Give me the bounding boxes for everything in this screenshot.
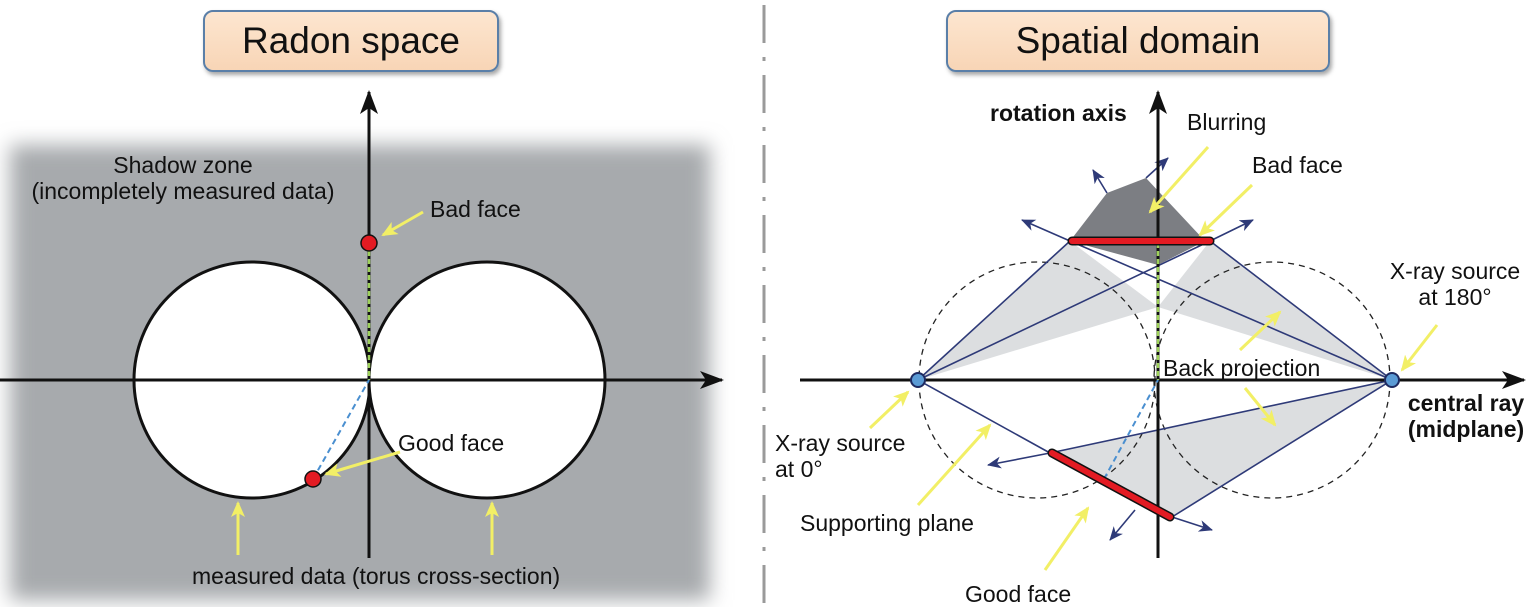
xray-source-180-dot: [1384, 372, 1400, 388]
spatial-domain-title-text: Spatial domain: [1015, 20, 1261, 61]
radon-space-panel: [0, 90, 724, 600]
spatial-domain-panel: [800, 90, 1526, 571]
shadow-zone-line1: Shadow zone: [113, 152, 253, 178]
rotation-axis-label: rotation axis: [990, 100, 1127, 126]
xray-0-line2: at 0°: [775, 456, 823, 483]
shadow-zone-line2: (incompletely measured data): [31, 178, 335, 205]
good-face-bar-fill: [1049, 450, 1173, 520]
yellow-callouts: [868, 146, 1439, 571]
bad-face-callout-arrow: [381, 210, 424, 237]
spatial-good-face-label: Good face: [965, 581, 1072, 607]
bad-face-projection-0: [918, 241, 1158, 380]
radon-space-title-text: Radon space: [241, 20, 461, 61]
spatial-bad-face-label: Bad face: [1252, 152, 1343, 178]
measured-data-label: measured data (torus cross-section): [192, 563, 561, 589]
radon-space-title: Radon space: [203, 10, 499, 72]
xray-180-label: X-ray source at 180°: [1380, 258, 1530, 311]
supporting-plane-label: Supporting plane: [800, 510, 974, 536]
xray-0-label: X-ray source at 0°: [775, 430, 905, 483]
back-projection-label: Back projection: [1163, 355, 1321, 381]
xray-0-line1: X-ray source: [775, 430, 906, 456]
central-ray-line1: central ray: [1407, 390, 1525, 416]
good-face-dot: [304, 470, 322, 488]
central-ray-label: central ray (midplane): [1402, 390, 1530, 443]
radon-good-face-label: Good face: [398, 430, 505, 456]
blurring-label: Blurring: [1187, 109, 1267, 135]
extension-arrows: [987, 157, 1254, 541]
blurring-region: [1070, 178, 1205, 265]
good-face-projection-180: [1050, 380, 1392, 517]
central-ray-line2: (midplane): [1407, 416, 1525, 443]
spatial-domain-title: Spatial domain: [946, 10, 1330, 72]
projection-lines: [917, 240, 1393, 518]
shadow-zone-label: Shadow zone (incompletely measured data): [8, 152, 358, 205]
good-face-callout-arrow: [324, 450, 401, 477]
good-face-dashed-line: [1103, 379, 1159, 480]
xray-180-line2: at 180°: [1418, 284, 1492, 311]
bad-face-dot: [360, 234, 378, 252]
xray-source-0-dot: [910, 372, 926, 388]
good-face-dashed-line: [312, 379, 370, 480]
xray-180-line1: X-ray source: [1389, 258, 1521, 284]
radon-bad-face-label: Bad face: [430, 196, 521, 222]
